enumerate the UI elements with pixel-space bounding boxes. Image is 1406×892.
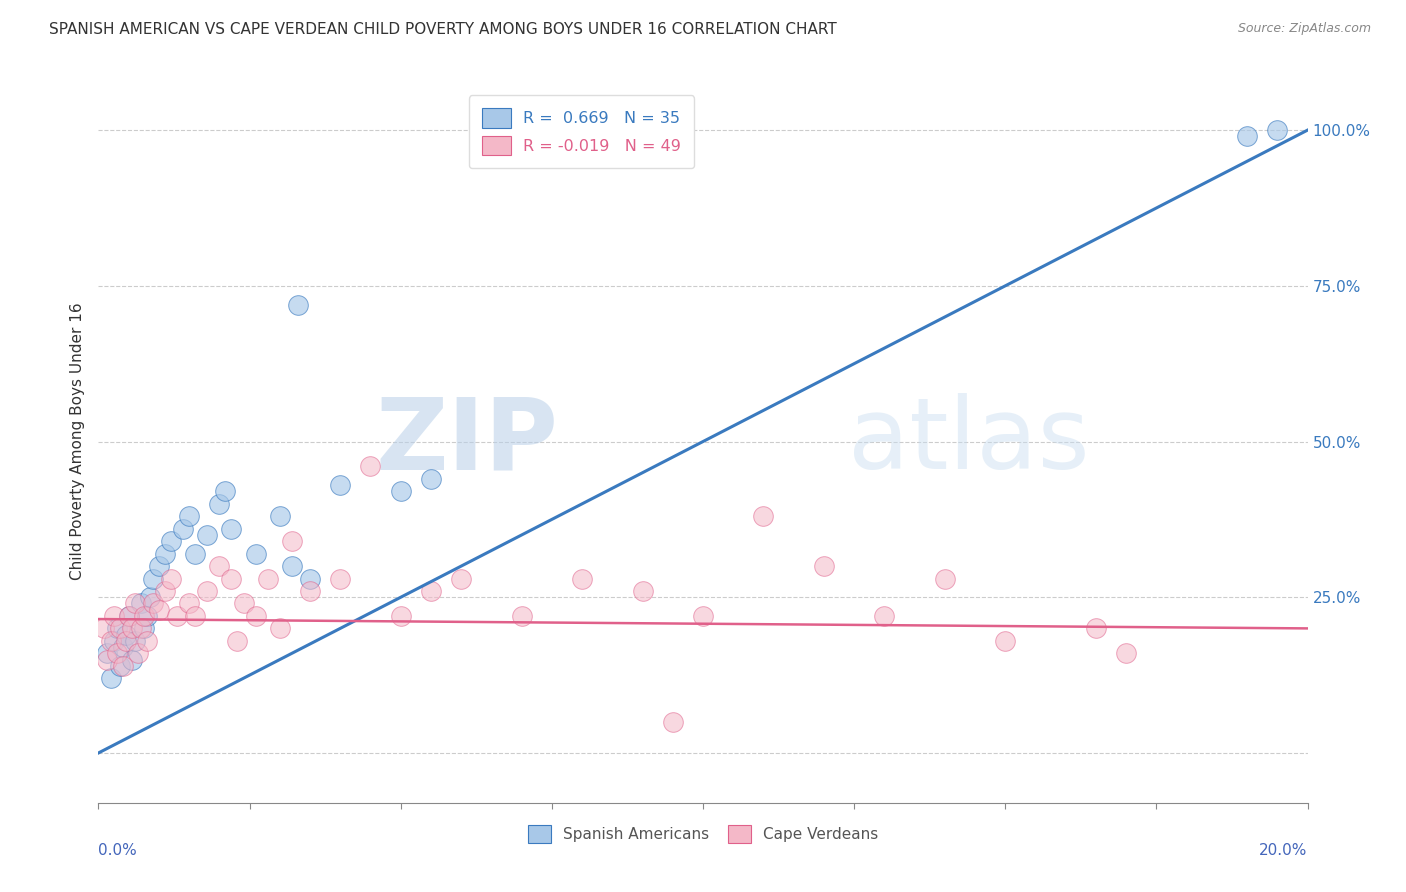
Point <box>118 609 141 624</box>
Point <box>1115 646 1137 660</box>
Point <box>142 597 165 611</box>
Point <box>389 484 412 499</box>
Point <box>510 609 533 624</box>
Point <box>329 478 352 492</box>
Point <box>420 584 443 599</box>
Point <box>118 609 141 624</box>
Point <box>571 572 593 586</box>
Point <box>135 633 157 648</box>
Point <box>1085 621 1108 635</box>
Point <box>329 572 352 586</box>
Point <box>256 572 278 586</box>
Point <box>232 597 254 611</box>
Point <box>179 509 201 524</box>
Point <box>153 584 176 599</box>
Point <box>221 572 243 586</box>
Text: Source: ZipAtlas.com: Source: ZipAtlas.com <box>1237 22 1371 36</box>
Point <box>934 572 956 586</box>
Point <box>105 621 128 635</box>
Point <box>135 609 157 624</box>
Point <box>281 534 304 549</box>
Point <box>148 603 170 617</box>
Point <box>96 652 118 666</box>
Point <box>287 297 309 311</box>
Point <box>692 609 714 624</box>
Point <box>103 609 125 624</box>
Point <box>160 534 183 549</box>
Point <box>221 522 243 536</box>
Point <box>111 658 134 673</box>
Point <box>142 572 165 586</box>
Point <box>93 621 115 635</box>
Point <box>108 658 131 673</box>
Point <box>994 633 1017 648</box>
Point <box>100 633 122 648</box>
Point <box>661 714 683 729</box>
Point <box>1236 129 1258 144</box>
Point <box>631 584 654 599</box>
Point <box>299 584 322 599</box>
Point <box>226 633 249 648</box>
Point <box>420 472 443 486</box>
Legend: Spanish Americans, Cape Verdeans: Spanish Americans, Cape Verdeans <box>522 819 884 849</box>
Point <box>114 633 136 648</box>
Text: SPANISH AMERICAN VS CAPE VERDEAN CHILD POVERTY AMONG BOYS UNDER 16 CORRELATION C: SPANISH AMERICAN VS CAPE VERDEAN CHILD P… <box>49 22 837 37</box>
Point <box>195 528 218 542</box>
Point <box>132 621 155 635</box>
Point <box>96 646 118 660</box>
Point <box>1267 123 1289 137</box>
Y-axis label: Child Poverty Among Boys Under 16: Child Poverty Among Boys Under 16 <box>69 302 84 581</box>
Point <box>108 621 131 635</box>
Point <box>124 633 146 648</box>
Point <box>127 646 149 660</box>
Point <box>129 597 152 611</box>
Point <box>153 547 176 561</box>
Point <box>360 459 382 474</box>
Point <box>111 640 134 654</box>
Point <box>166 609 188 624</box>
Text: 0.0%: 0.0% <box>98 843 138 857</box>
Point <box>179 597 201 611</box>
Point <box>114 627 136 641</box>
Point <box>269 621 291 635</box>
Point <box>148 559 170 574</box>
Point <box>105 646 128 660</box>
Point <box>269 509 291 524</box>
Text: atlas: atlas <box>848 393 1090 490</box>
Point <box>752 509 775 524</box>
Point <box>184 609 207 624</box>
Point <box>813 559 835 574</box>
Point <box>124 597 146 611</box>
Point <box>299 572 322 586</box>
Point <box>103 633 125 648</box>
Point <box>121 652 143 666</box>
Point <box>208 559 231 574</box>
Point <box>245 609 267 624</box>
Point <box>129 621 152 635</box>
Point <box>100 671 122 685</box>
Point <box>184 547 207 561</box>
Point <box>873 609 896 624</box>
Point <box>139 591 162 605</box>
Point <box>195 584 218 599</box>
Point <box>214 484 236 499</box>
Point <box>245 547 267 561</box>
Point <box>160 572 183 586</box>
Text: ZIP: ZIP <box>375 393 558 490</box>
Point <box>389 609 412 624</box>
Point <box>208 497 231 511</box>
Point <box>281 559 304 574</box>
Point <box>172 522 194 536</box>
Text: 20.0%: 20.0% <box>1260 843 1308 857</box>
Point <box>132 609 155 624</box>
Point <box>121 621 143 635</box>
Point <box>450 572 472 586</box>
